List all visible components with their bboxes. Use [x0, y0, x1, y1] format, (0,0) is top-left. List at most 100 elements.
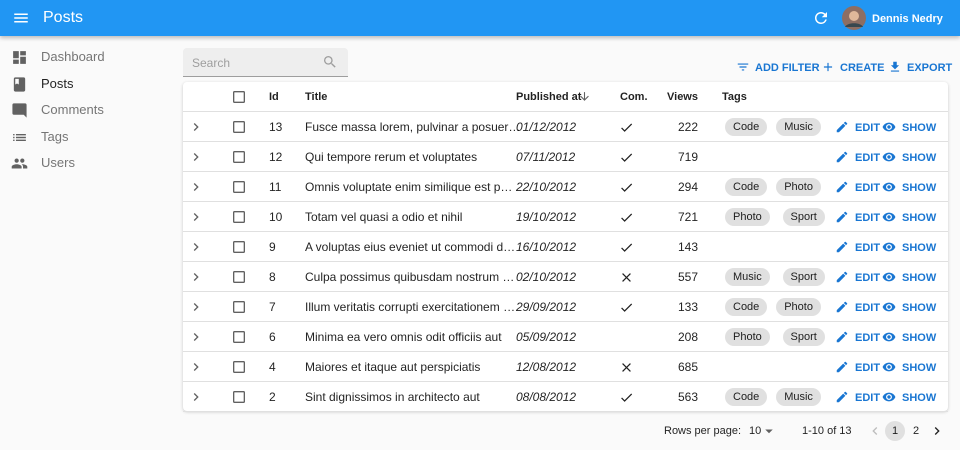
show-button[interactable]: SHOW — [902, 272, 937, 284]
edit-icon[interactable] — [835, 360, 849, 374]
user-name[interactable]: Dennis Nedry — [872, 13, 943, 25]
show-button[interactable]: SHOW — [902, 392, 937, 404]
icon-shape — [233, 361, 245, 373]
prev-page[interactable] — [867, 423, 883, 439]
edit-button[interactable]: EDIT — [855, 362, 881, 374]
icon-shape — [737, 63, 749, 71]
edit-icon[interactable] — [835, 300, 849, 314]
show-icon[interactable] — [882, 270, 896, 284]
refresh-button[interactable] — [812, 9, 830, 27]
edit-button[interactable]: EDIT — [855, 212, 881, 224]
page-range: 1-10 of 13 — [802, 425, 852, 437]
show-icon[interactable] — [882, 360, 896, 374]
edit-button[interactable]: EDIT — [855, 152, 881, 164]
show-button[interactable]: SHOW — [902, 152, 937, 164]
show-button[interactable]: SHOW — [902, 182, 937, 194]
show-icon[interactable] — [882, 330, 896, 344]
edit-icon[interactable] — [835, 120, 849, 134]
icon-shape — [233, 331, 245, 343]
row-checkbox[interactable] — [231, 269, 247, 285]
edit-icon[interactable] — [835, 390, 849, 404]
rows-per-page-select[interactable]: 10 — [749, 425, 762, 437]
expand-button[interactable] — [188, 179, 204, 195]
row-checkbox[interactable] — [231, 209, 247, 225]
expand-button[interactable] — [188, 209, 204, 225]
action-icon — [737, 63, 749, 71]
column-header[interactable]: Published at — [516, 91, 582, 103]
table-row[interactable]: 6 Minima ea vero omnis odit officiis aut 0… — [183, 322, 948, 352]
row-checkbox[interactable] — [231, 149, 247, 165]
show-icon[interactable] — [882, 120, 896, 134]
edit-button[interactable]: EDIT — [855, 332, 881, 344]
edit-button[interactable]: EDIT — [855, 122, 881, 134]
edit-icon[interactable] — [835, 330, 849, 344]
row-checkbox[interactable] — [231, 299, 247, 315]
menu-item[interactable]: Posts — [0, 71, 170, 97]
expand-button[interactable] — [188, 329, 204, 345]
show-button[interactable]: SHOW — [902, 212, 937, 224]
next-page[interactable] — [929, 423, 945, 439]
table-row[interactable]: 12 Qui tempore rerum et voluptates 07/11/2… — [183, 142, 948, 172]
show-icon[interactable] — [882, 240, 896, 254]
row-checkbox[interactable] — [231, 329, 247, 345]
show-icon[interactable] — [882, 180, 896, 194]
avatar[interactable] — [842, 6, 866, 30]
show-button[interactable]: SHOW — [902, 332, 937, 344]
edit-icon[interactable] — [835, 270, 849, 284]
column-header[interactable]: Title — [305, 91, 328, 103]
edit-icon[interactable] — [835, 180, 849, 194]
row-checkbox[interactable] — [231, 389, 247, 405]
row-checkbox[interactable] — [231, 179, 247, 195]
menu-item[interactable]: Tags — [0, 124, 170, 150]
select-caret[interactable] — [760, 422, 778, 440]
views-cell: 222 — [677, 120, 698, 134]
row-checkbox[interactable] — [231, 359, 247, 375]
edit-icon[interactable] — [835, 210, 849, 224]
table-row[interactable]: 8 Culpa possimus quibusdam nostrum … 02/10… — [183, 262, 948, 292]
column-header[interactable]: Views — [667, 91, 698, 103]
menu-item[interactable]: Users — [0, 150, 170, 176]
select-all-checkbox[interactable] — [231, 89, 247, 105]
show-button[interactable]: SHOW — [902, 122, 937, 134]
expand-button[interactable] — [188, 359, 204, 375]
id-cell: 12 — [269, 150, 283, 164]
views-cell: 143 — [677, 240, 698, 254]
edit-button[interactable]: EDIT — [855, 272, 881, 284]
edit-button[interactable]: EDIT — [855, 182, 881, 194]
table-row[interactable]: 13 Fusce massa lorem, pulvinar a posuer… 0… — [183, 112, 948, 142]
edit-icon[interactable] — [835, 240, 849, 254]
menu-item[interactable]: Dashboard — [0, 44, 170, 70]
table-row[interactable]: 2 Sint dignissimos in architecto aut 08/08… — [183, 382, 948, 412]
menu-button[interactable] — [12, 9, 30, 27]
edit-button[interactable]: EDIT — [855, 242, 881, 254]
row-checkbox[interactable] — [231, 119, 247, 135]
menu-item[interactable]: Comments — [0, 97, 170, 123]
edit-icon[interactable] — [835, 150, 849, 164]
icon-shape — [622, 273, 631, 282]
page-button[interactable]: 2 — [912, 425, 920, 437]
show-icon[interactable] — [882, 150, 896, 164]
show-icon[interactable] — [882, 210, 896, 224]
expand-button[interactable] — [188, 269, 204, 285]
expand-button[interactable] — [188, 299, 204, 315]
show-button[interactable]: SHOW — [902, 362, 937, 374]
column-header[interactable]: Id — [269, 91, 279, 103]
show-button[interactable]: SHOW — [902, 242, 937, 254]
show-icon[interactable] — [882, 300, 896, 314]
row-checkbox[interactable] — [231, 239, 247, 255]
expand-button[interactable] — [188, 389, 204, 405]
table-row[interactable]: 7 Illum veritatis corrupti exercitationem… — [183, 292, 948, 322]
show-icon[interactable] — [882, 390, 896, 404]
page-button[interactable]: 1 — [885, 421, 905, 441]
table-row[interactable]: 4 Maiores et itaque aut perspiciatis 12/08… — [183, 352, 948, 382]
search-input[interactable]: Search — [183, 48, 348, 77]
show-button[interactable]: SHOW — [902, 302, 937, 314]
expand-button[interactable] — [188, 239, 204, 255]
table-row[interactable]: 9 A voluptas eius eveniet ut commodi d… 16… — [183, 232, 948, 262]
table-row[interactable]: 11 Omnis voluptate enim similique est p… 2… — [183, 172, 948, 202]
expand-button[interactable] — [188, 149, 204, 165]
edit-button[interactable]: EDIT — [855, 302, 881, 314]
edit-button[interactable]: EDIT — [855, 392, 881, 404]
table-row[interactable]: 10 Totam vel quasi a odio et nihil 19/10/2… — [183, 202, 948, 232]
expand-button[interactable] — [188, 119, 204, 135]
